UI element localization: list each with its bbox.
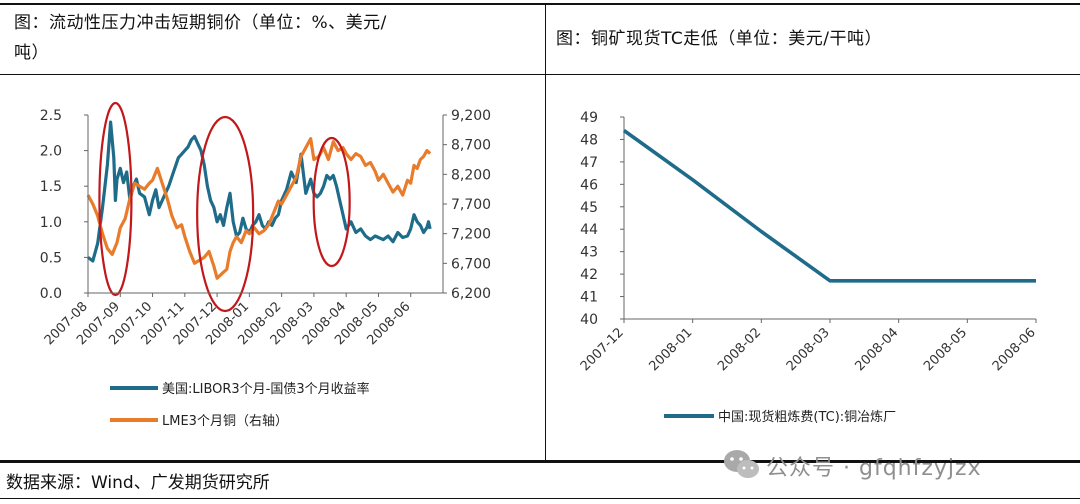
left-y-tick-label: 1.0 [40,215,62,231]
y-tick-label: 41 [580,290,598,306]
x-tick-label: 2008-06 [990,325,1039,374]
highlight-ellipse [196,115,255,313]
lme-copper-line [86,137,432,280]
y-tick-label: 49 [580,110,598,126]
top-rule [0,3,1080,5]
y-tick-label: 43 [580,245,598,261]
left-y-tick-label: 0.0 [40,286,62,302]
right-y-tick-label: 9,200 [451,108,491,124]
right-y-tick-label: 6,700 [451,256,491,272]
y-tick-label: 46 [580,177,598,193]
y-tick-label: 42 [580,267,598,283]
left-y-tick-label: 0.5 [40,250,62,266]
bottom-rule [0,460,1080,463]
footer-rule [0,498,1080,499]
y-tick-label: 44 [580,222,598,238]
x-tick-label: 2008-05 [921,325,970,374]
right-y-tick-label: 8,700 [451,138,491,154]
left-y-tick-label: 2.5 [40,108,62,124]
x-tick-label: 2008-01 [646,325,695,374]
right-y-tick-label: 7,700 [451,197,491,213]
panel-divider [545,4,546,460]
tc-fee-line [622,129,1036,283]
right-chart: 40 41 42 43 44 45 46 47 48 49 2007-12 2008-01 2008-0… [578,110,1039,425]
watermark: 公众号 · gfqhfzyjzx [722,446,1072,482]
left-chart-title: 图：流动性压力冲击短期铜价（单位：%、美元/ 吨） [14,8,534,68]
legend-label: 中国:现货粗炼费(TC):铜冶炼厂 [718,409,896,425]
right-y-tick-label: 8,200 [451,167,491,183]
left-chart: 0.0 0.5 1.0 1.5 2.0 2.5 6,200 6,700 7,200 7,700 8,… [40,101,491,429]
left-chart-title-line1: 图：流动性压力冲击短期铜价（单位：%、美元/ [14,13,387,33]
y-tick-label: 48 [580,132,598,148]
y-tick-label: 47 [580,155,598,171]
x-tick-label: 2008-02 [715,325,764,374]
highlight-ellipse [312,136,351,268]
left-y-tick-label: 1.5 [40,179,62,195]
legend-label: LME3个月铜（右轴） [162,414,288,429]
highlight-ellipse [98,101,133,297]
right-chart-title: 图：铜矿现货TC走低（单位：美元/干吨） [556,29,882,49]
wechat-icon [724,450,759,478]
x-tick-label: 2007-12 [578,325,627,374]
x-tick-label: 2008-04 [852,325,901,374]
title-rule [0,74,1080,75]
right-y-tick-label: 6,200 [451,286,491,302]
y-tick-label: 45 [580,200,598,216]
data-source: 数据来源：Wind、广发期货研究所 [6,473,270,493]
left-y-tick-label: 2.0 [40,144,62,160]
watermark-text: 公众号 · gfqhfzyjzx [766,456,982,481]
libor-spread-line [87,120,432,263]
y-tick-label: 40 [580,312,598,328]
legend-label: 美国:LIBOR3个月-国债3个月收益率 [162,381,370,397]
left-chart-title-line2: 吨） [14,43,49,63]
x-tick-label: 2008-03 [784,325,833,374]
right-y-tick-label: 7,200 [451,227,491,243]
